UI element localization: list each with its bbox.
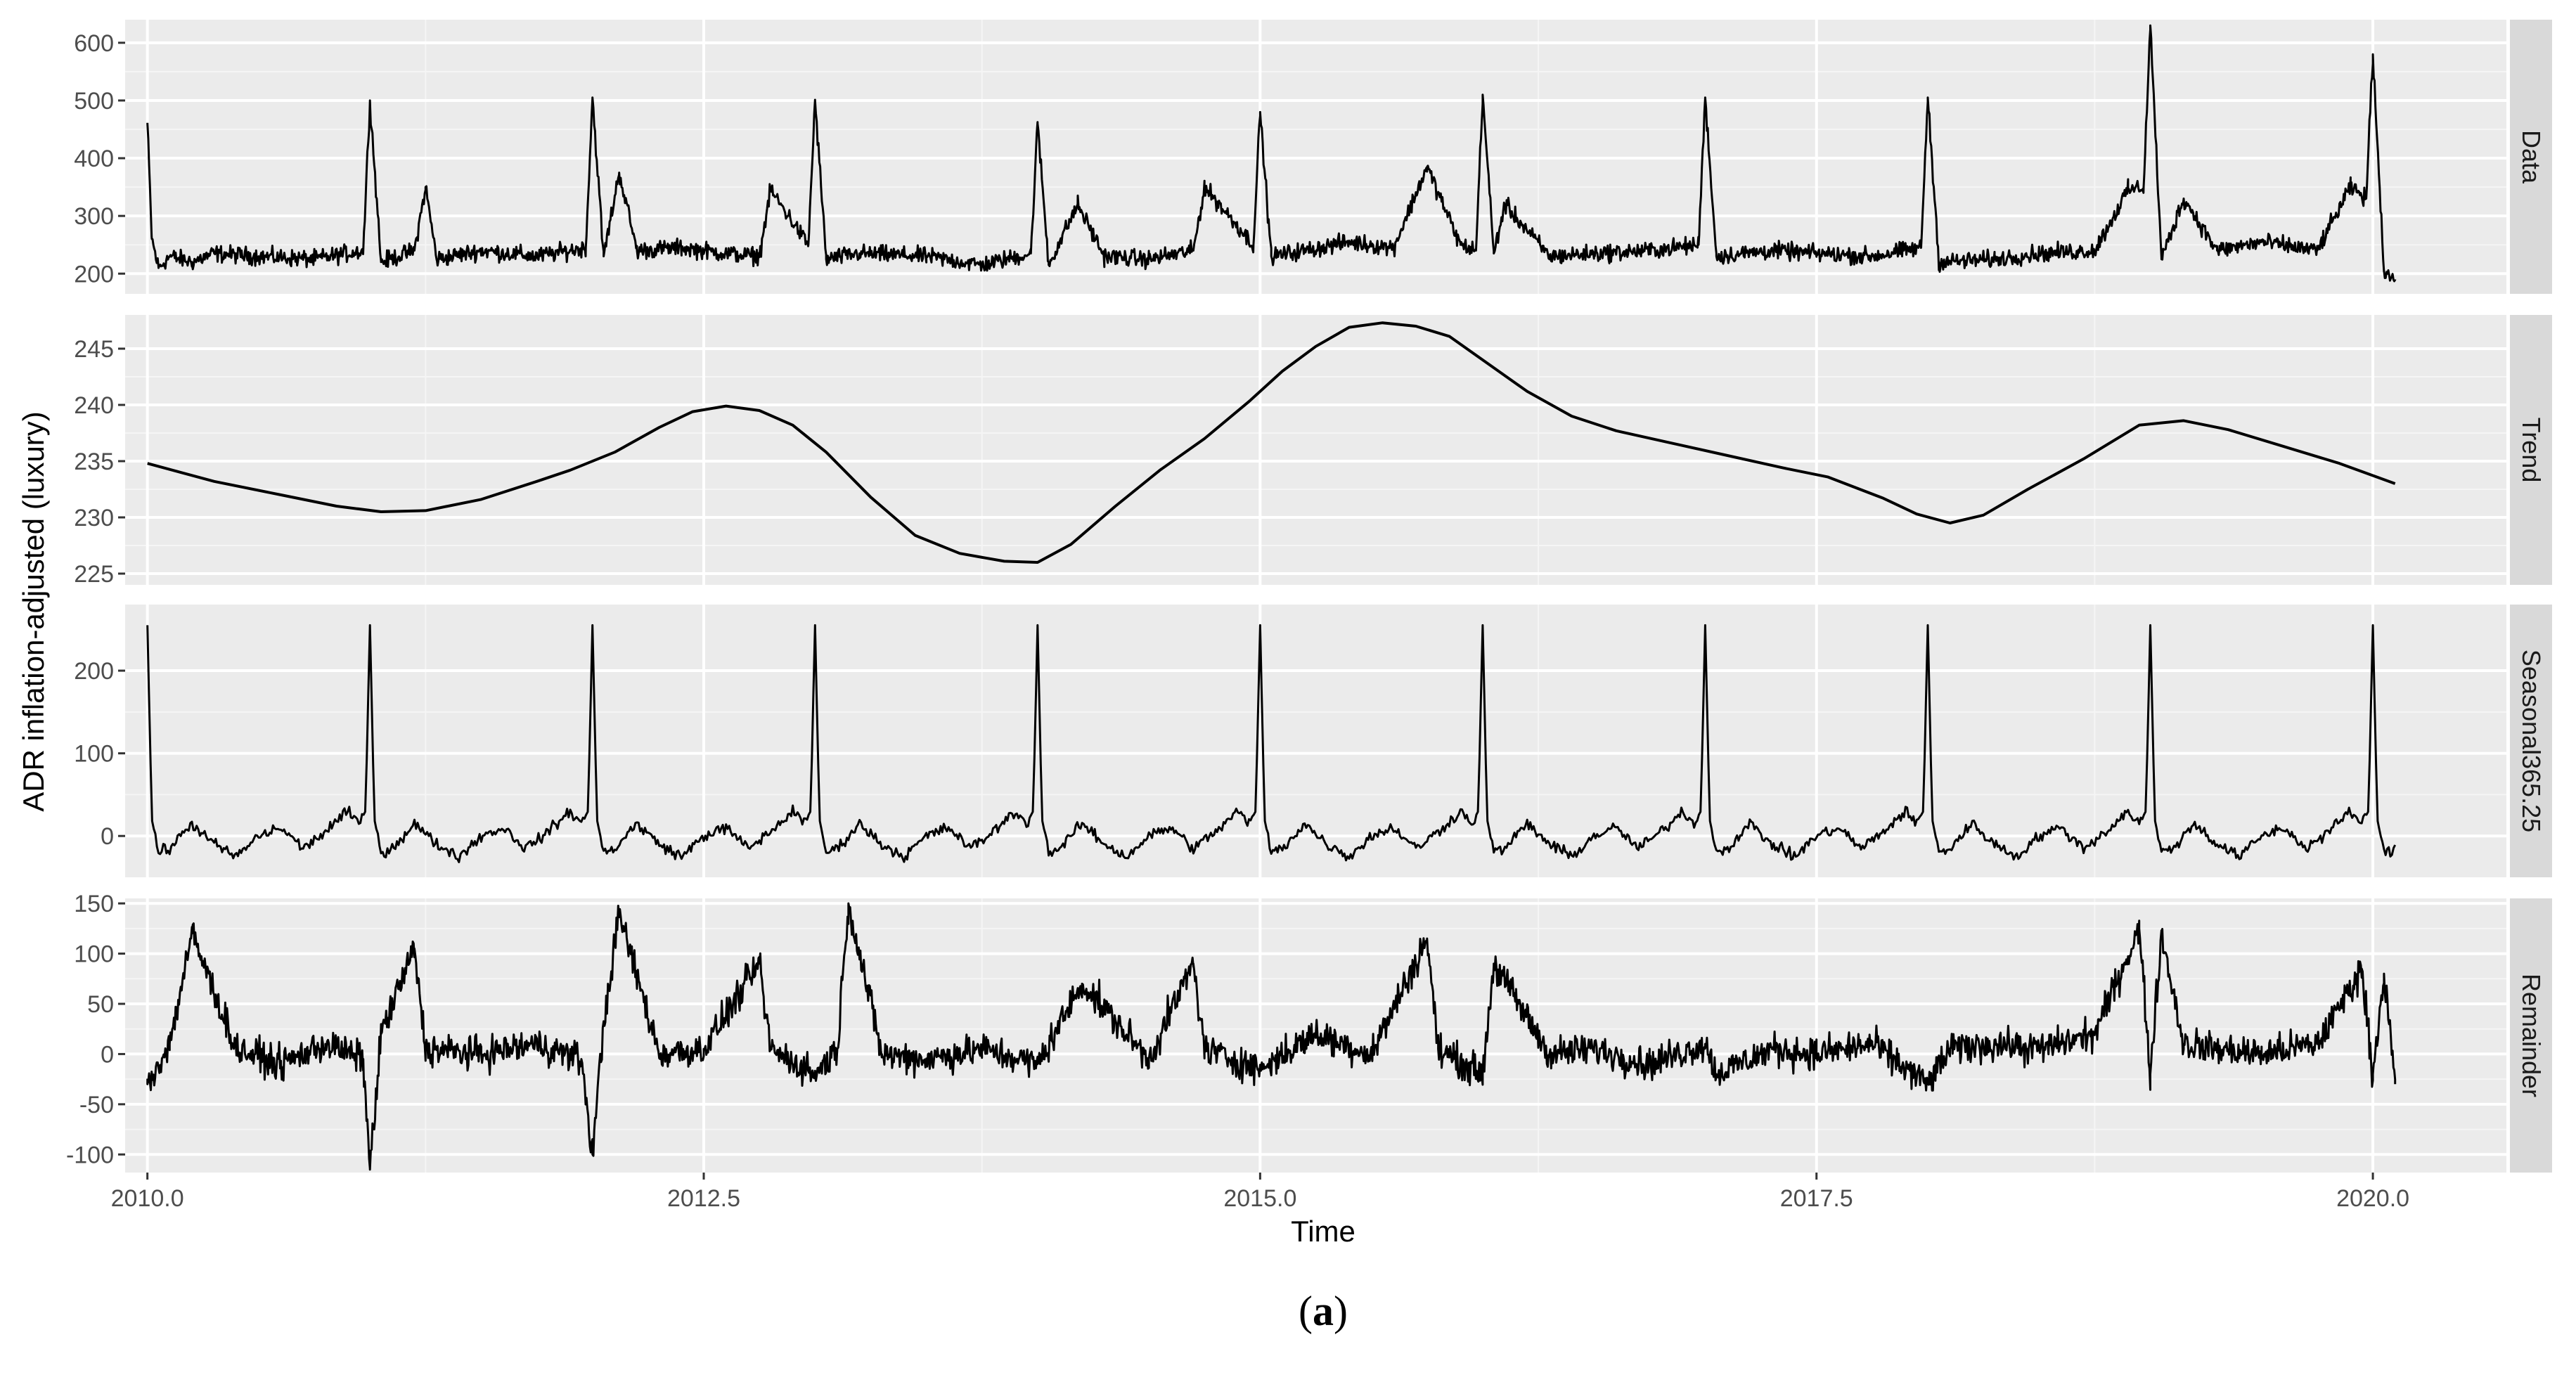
y-tick-label: 600 bbox=[74, 30, 114, 57]
series-line-remainder bbox=[146, 902, 2397, 1171]
strip-label-data: Data bbox=[2517, 130, 2546, 184]
x-tick-label: 2010.0 bbox=[111, 1185, 184, 1212]
x-axis-title: Time bbox=[1291, 1215, 1355, 1248]
strip-trend bbox=[2510, 315, 2552, 585]
y-tick-label: 0 bbox=[101, 1041, 114, 1068]
panel-background bbox=[125, 315, 2506, 585]
y-tick-label: 0 bbox=[101, 823, 114, 850]
series-line-data bbox=[146, 24, 2397, 283]
y-tick-label: 100 bbox=[74, 741, 114, 768]
y-tick-label: -100 bbox=[66, 1142, 114, 1168]
caption-open-paren: ( bbox=[1299, 1288, 1313, 1334]
x-tick-label: 2017.5 bbox=[1780, 1185, 1853, 1212]
y-tick-label: 500 bbox=[74, 88, 114, 115]
y-tick-label: 245 bbox=[74, 336, 114, 363]
panel-seasonal365-25: 0 100 200 Seasonal365.25 bbox=[74, 605, 2552, 877]
caption-close-paren: ) bbox=[1334, 1288, 1348, 1334]
strip-label-remainder: Remainder bbox=[2517, 974, 2546, 1097]
y-tick-label: 200 bbox=[74, 658, 114, 685]
x-tick-label: 2012.5 bbox=[667, 1185, 740, 1212]
panel-data: 200 300 400 500 600 Data bbox=[74, 20, 2552, 294]
x-tick-label: 2015.0 bbox=[1223, 1185, 1296, 1212]
y-tick-label: -50 bbox=[79, 1092, 114, 1118]
caption-letter: a bbox=[1313, 1288, 1334, 1334]
x-axis: 2010.0 2012.5 2015.0 2017.5 2020.0 bbox=[111, 1173, 2409, 1212]
y-tick-label: 235 bbox=[74, 448, 114, 475]
strip-label-trend: Trend bbox=[2517, 418, 2546, 483]
strip-data bbox=[2510, 20, 2552, 294]
series-line-seasonal365-25 bbox=[146, 624, 2397, 863]
strip-label-seasonal365-25: Seasonal365.25 bbox=[2517, 650, 2546, 832]
panel-remainder: -100 -50 0 50 100 150 Remainder bbox=[66, 891, 2552, 1173]
y-tick-label: 230 bbox=[74, 505, 114, 531]
panel-background bbox=[125, 605, 2506, 877]
y-tick-label: 200 bbox=[74, 261, 114, 288]
facet-panels: 200300400500600Data225230235240245Trend0… bbox=[66, 20, 2552, 1173]
y-axis-title: ADR inflation-adjusted (luxury) bbox=[17, 411, 50, 812]
y-tick-label: 150 bbox=[74, 891, 114, 917]
x-tick-label: 2020.0 bbox=[2336, 1185, 2409, 1212]
y-tick-label: 240 bbox=[74, 392, 114, 419]
y-tick-label: 400 bbox=[74, 146, 114, 172]
panel-trend: 225 230 235 240 245 Trend bbox=[74, 315, 2552, 588]
y-tick-label: 300 bbox=[74, 203, 114, 230]
strip-seasonal365-25 bbox=[2510, 605, 2552, 877]
y-tick-label: 50 bbox=[87, 991, 114, 1018]
strip-remainder bbox=[2510, 898, 2552, 1173]
series-line-trend bbox=[147, 321, 2396, 564]
y-tick-label: 100 bbox=[74, 941, 114, 968]
y-tick-label: 225 bbox=[74, 561, 114, 588]
figure-caption: (a) bbox=[1299, 1288, 1348, 1334]
